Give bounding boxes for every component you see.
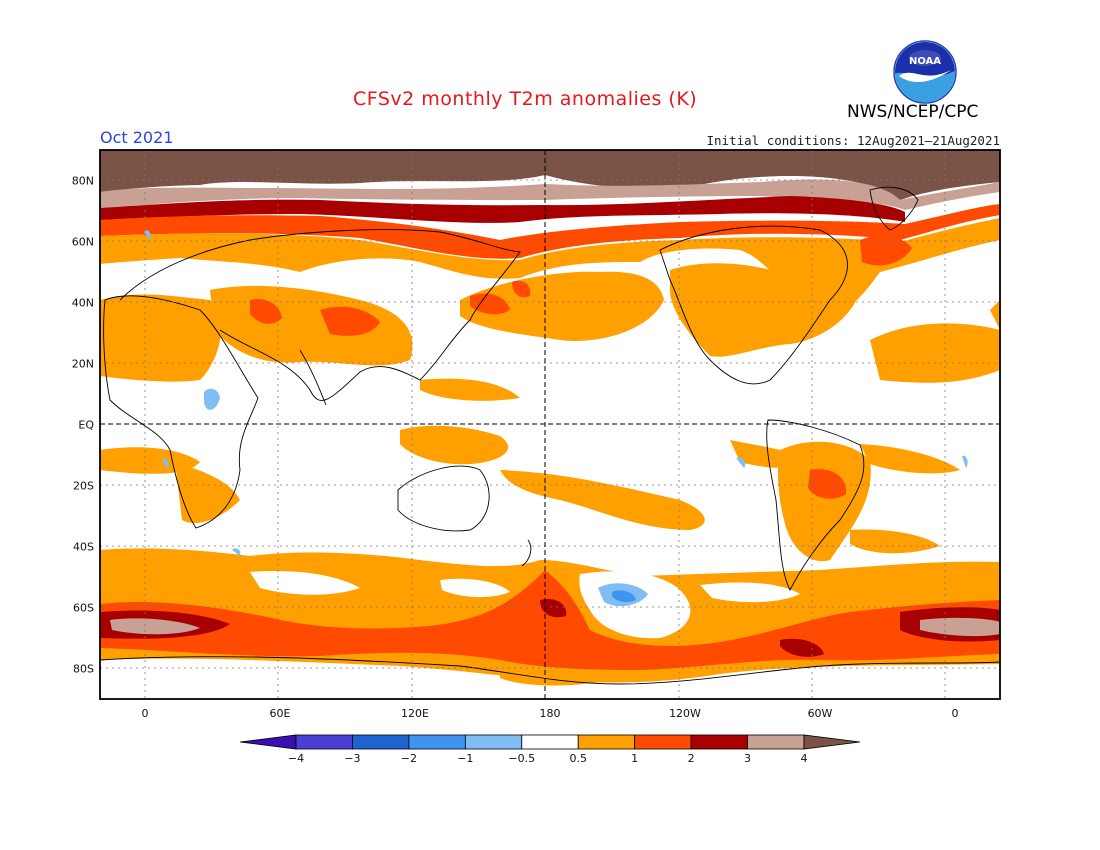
colorbar-swatch	[521, 734, 579, 750]
map-frame	[99, 149, 1001, 700]
noaa-logo-text: NOAA	[909, 56, 941, 67]
agency-label: NWS/NCEP/CPC	[847, 102, 979, 122]
graticule	[100, 150, 1000, 699]
colorbar-label: −3	[344, 752, 360, 765]
reference-lines	[100, 150, 1000, 699]
lon-label: 60W	[808, 707, 833, 720]
colorbar-label: 2	[688, 752, 695, 765]
anomaly-field	[100, 150, 1000, 699]
lon-label: 120E	[401, 707, 429, 720]
lat-label: EQ	[78, 419, 94, 432]
lat-label: 60N	[72, 236, 94, 249]
coastlines	[100, 186, 1000, 685]
colorbar-label: −1	[457, 752, 473, 765]
lon-label: 0	[142, 707, 149, 720]
lon-label: 120W	[669, 707, 701, 720]
initial-conditions: Initial conditions: 12Aug2021–21Aug2021	[706, 133, 1001, 148]
colorbar-label: 1	[631, 752, 638, 765]
lon-label: 0	[952, 707, 959, 720]
longitude-labels: 0 60E 120E 180 120W 60W 0	[142, 707, 959, 720]
lat-label: 20S	[73, 480, 94, 493]
lat-label: 80S	[73, 663, 94, 676]
noaa-logo: NOAA	[893, 40, 957, 104]
colorbar-label: −4	[288, 752, 304, 765]
colorbar-label: 0.5	[569, 752, 587, 765]
colorbar-label: 4	[801, 752, 808, 765]
latitude-labels: 80N 60N 40N 20N EQ 20S 40S 60S 80S	[72, 175, 95, 676]
lat-label: 40N	[72, 297, 94, 310]
colorbar-swatch	[352, 734, 410, 750]
lon-label: 60E	[270, 707, 291, 720]
colorbar-label: −2	[401, 752, 417, 765]
forecast-month: Oct 2021	[100, 128, 174, 147]
lon-label: 180	[540, 707, 561, 720]
lat-label: 20N	[72, 358, 94, 371]
colorbar-label: 3	[744, 752, 751, 765]
lat-label: 80N	[72, 175, 94, 188]
colorbar-high-extension	[803, 734, 861, 750]
colorbar-swatch	[747, 734, 805, 750]
colorbar-low-extension	[239, 734, 297, 750]
colorbar: −4 −3 −2 −1 −0.5 0.5 1 2 3 4	[239, 734, 861, 765]
colorbar-label: −0.5	[508, 752, 535, 765]
colorbar-swatch	[577, 734, 636, 750]
colorbar-swatch	[634, 734, 692, 750]
colorbar-swatch	[408, 734, 466, 750]
map-title: CFSv2 monthly T2m anomalies (K)	[353, 88, 698, 110]
colorbar-swatch	[690, 734, 748, 750]
colorbar-swatch	[295, 734, 353, 750]
lat-label: 40S	[73, 541, 94, 554]
colorbar-swatch	[464, 734, 523, 750]
lat-label: 60S	[73, 602, 94, 615]
